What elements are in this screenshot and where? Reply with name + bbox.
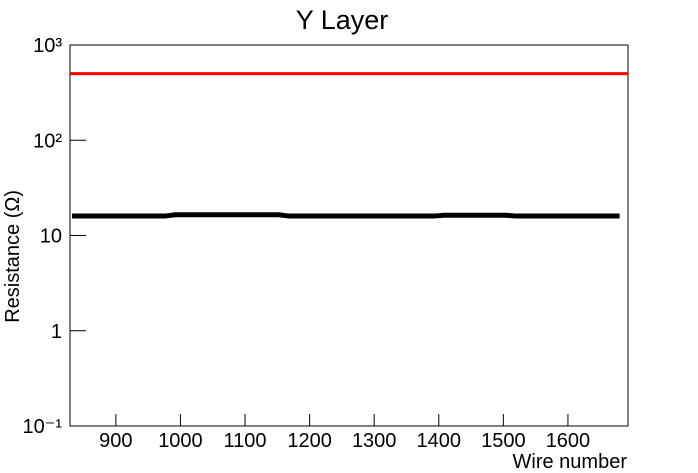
x-tick-label: 1500 [481,430,526,452]
x-tick-label: 1600 [546,430,591,452]
x-tick-label: 900 [99,430,132,452]
y-tick-label: 10 [40,226,62,248]
y-tick-label: 1 [51,321,62,343]
y-axis-title: Resistance (Ω) [2,190,24,323]
x-tick-label: 1300 [352,430,397,452]
data-line [71,212,620,219]
y-tick-label: 10² [33,130,62,152]
x-tick-label: 1000 [158,430,203,452]
y-tick-label: 10³ [33,35,62,57]
x-axis-title: Wire number [513,451,628,473]
chart-title: Y Layer [296,5,389,35]
x-tick-label: 1400 [417,430,462,452]
plot-frame [69,44,629,427]
x-tick-label: 1100 [224,430,267,452]
y-tick-label: 10⁻¹ [23,416,63,438]
x-tick-label: 1200 [287,430,332,452]
